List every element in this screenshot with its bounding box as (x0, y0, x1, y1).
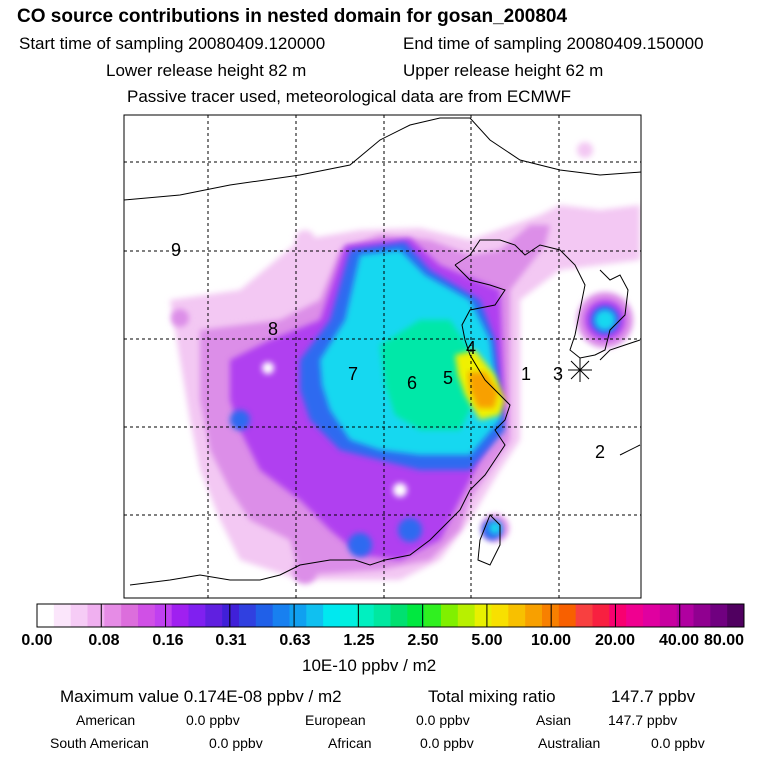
colorbar-cell (643, 604, 661, 627)
colorbar-cell (424, 604, 442, 627)
region-label-2: 2 (595, 442, 606, 462)
colorbar-cell (542, 604, 560, 627)
map-title: CO source contributions in nested domain… (17, 6, 568, 27)
colorbar-cell (222, 604, 240, 627)
colorbar-tick-label: 0.00 (21, 632, 53, 649)
colorbar-cell (575, 604, 593, 627)
african-label: African (328, 735, 372, 751)
colorbar-cell (474, 604, 492, 627)
colorbar-cell (676, 604, 694, 627)
colorbar-cell (121, 604, 139, 627)
colorbar-cell (138, 604, 156, 627)
colorbar-tick-label: 0.16 (152, 632, 184, 649)
map-frame (123, 114, 642, 599)
colorbar-cell (710, 604, 728, 627)
american-label: American (76, 712, 136, 728)
colorbar-tick-label: 20.00 (594, 632, 636, 649)
colorbar-cell (53, 604, 72, 627)
colorbar-cell (70, 604, 88, 627)
colorbar-cell (255, 604, 274, 627)
colorbar-cell (272, 604, 290, 627)
colorbar-cell (205, 604, 223, 627)
colorbar-cell (356, 604, 375, 627)
south-american-value: 0.0 ppbv (209, 735, 263, 751)
colorbar-cell (37, 604, 55, 627)
colorbar-tick-label: 40.00 (658, 632, 700, 649)
colorbar-cell (693, 604, 711, 627)
colorbar-cell (609, 604, 627, 627)
colorbar-cell (323, 604, 341, 627)
colorbar-cell (407, 604, 425, 627)
colorbar-cell (659, 604, 678, 627)
australian-label: Australian (538, 735, 601, 751)
receptor-star-icon (568, 358, 592, 382)
colorbar-tick-label: 0.08 (88, 632, 120, 649)
lat-lon-grid (124, 115, 641, 598)
plume-layer (170, 142, 640, 584)
region-label-9: 9 (171, 240, 182, 260)
tracer-note: Passive tracer used, meteorological data… (127, 87, 572, 106)
colorbar-cell (306, 604, 324, 627)
european-value: 0.0 ppbv (416, 712, 470, 728)
colorbar-cell (592, 604, 610, 627)
colorbar-cell (289, 604, 307, 627)
asian-value: 147.7 ppbv (608, 712, 678, 728)
lower-release-height: Lower release height 82 m (106, 61, 307, 80)
region-label-6: 6 (407, 373, 418, 393)
colorbar-cell (171, 604, 189, 627)
colorbar-cell (525, 604, 543, 627)
colorbar-tick-label: 80.00 (703, 632, 745, 649)
total-mixing-label: Total mixing ratio (428, 687, 556, 706)
asian-label: Asian (536, 712, 572, 728)
region-label-5: 5 (443, 368, 454, 388)
colorbar-cell (104, 604, 122, 627)
total-mixing-value: 147.7 ppbv (611, 687, 696, 706)
region-label-7: 7 (348, 364, 359, 384)
colorbar-cell (457, 604, 476, 627)
south-american-label: South American (50, 735, 149, 751)
colorbar-tick-label: 2.50 (407, 632, 439, 649)
colorbar-cell (508, 604, 526, 627)
region-label-1: 1 (521, 364, 532, 384)
colorbar-cell (188, 604, 206, 627)
colorbar-cell (239, 604, 257, 627)
colorbar-cell (558, 604, 577, 627)
colorbar-cell (441, 604, 459, 627)
coastline (124, 117, 641, 586)
european-label: European (305, 712, 366, 728)
colorbar-cell (390, 604, 408, 627)
colorbar (37, 604, 745, 627)
colorbar-cell (626, 604, 644, 627)
colorbar-cell (87, 604, 105, 627)
colorbar-frame (36, 603, 745, 628)
colorbar-cell (373, 604, 391, 627)
max-value: Maximum value 0.174E-08 ppbv / m2 (60, 687, 342, 706)
colorbar-unit: 10E-10 ppbv / m2 (302, 656, 437, 675)
african-value: 0.0 ppbv (420, 735, 474, 751)
region-label-8: 8 (268, 319, 279, 339)
colorbar-tick-label: 0.31 (215, 632, 247, 649)
upper-release-height: Upper release height 62 m (403, 61, 604, 80)
region-label-4: 4 (466, 338, 477, 358)
australian-value: 0.0 ppbv (651, 735, 705, 751)
colorbar-tick-marks (100, 604, 681, 627)
american-value: 0.0 ppbv (186, 712, 240, 728)
start-time: Start time of sampling 20080409.120000 (19, 34, 326, 53)
colorbar-tick-label: 1.25 (343, 632, 375, 649)
colorbar-tick-label: 10.00 (530, 632, 572, 649)
region-label-3: 3 (553, 364, 564, 384)
colorbar-tick-label: 0.63 (279, 632, 311, 649)
end-time: End time of sampling 20080409.150000 (403, 34, 704, 53)
colorbar-cell (727, 604, 745, 627)
colorbar-cell (154, 604, 173, 627)
colorbar-cell (491, 604, 509, 627)
colorbar-cell (340, 604, 358, 627)
colorbar-tick-label: 5.00 (471, 632, 503, 649)
